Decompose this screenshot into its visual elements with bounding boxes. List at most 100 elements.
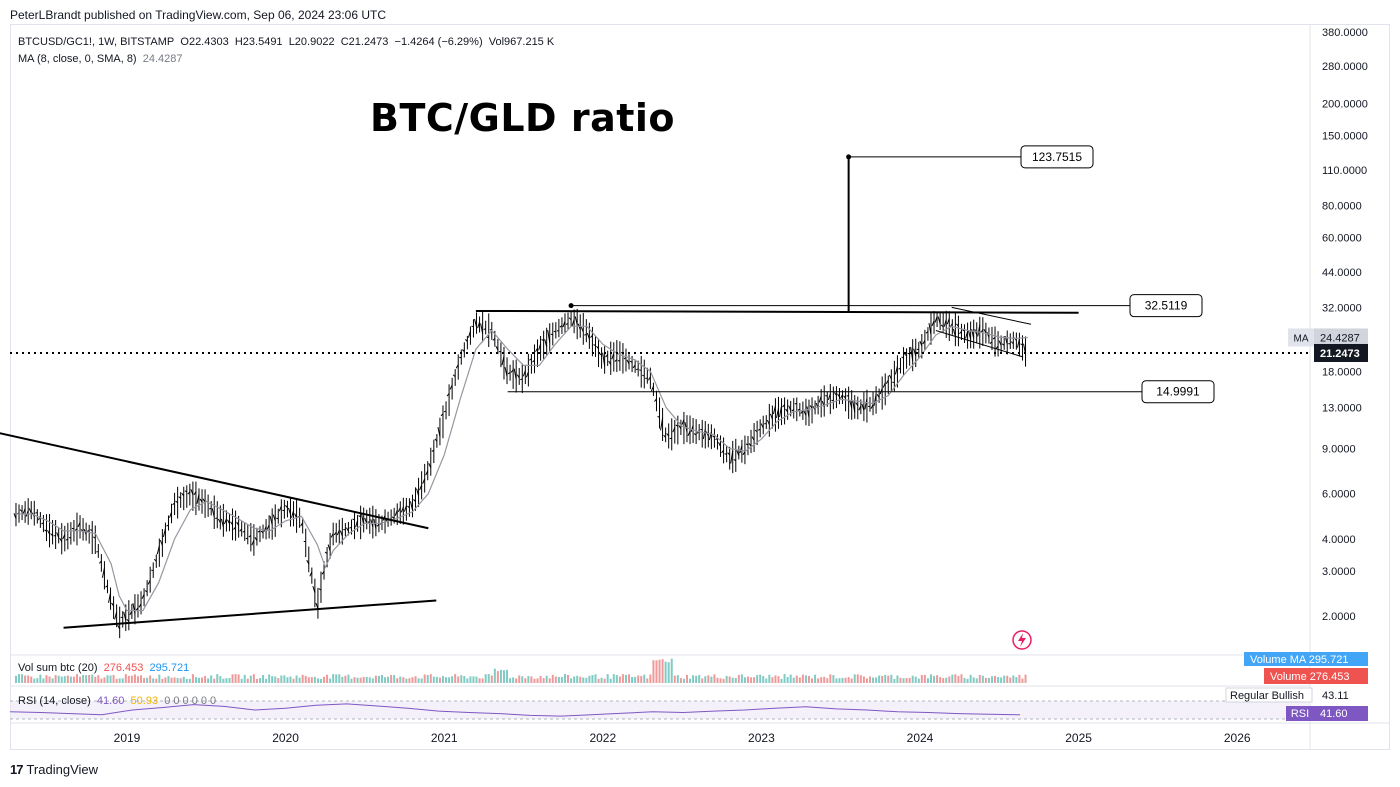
price-bar-open-tick bbox=[525, 371, 529, 378]
volume-bar bbox=[868, 676, 871, 683]
ma-value-label: 24.4287 bbox=[1320, 332, 1360, 344]
price-bar-open-tick bbox=[675, 424, 679, 427]
volume-info[interactable]: Vol sum btc (20) 276.453 295.721 bbox=[18, 662, 189, 674]
price-bar-open-tick bbox=[849, 399, 853, 409]
volume-bar bbox=[762, 676, 765, 683]
ma-info[interactable]: MA (8, close, 0, SMA, 8) 24.4287 bbox=[18, 53, 182, 65]
price-bar-open-tick bbox=[86, 530, 90, 532]
volume-bar bbox=[100, 678, 103, 683]
bolt-icon bbox=[1018, 633, 1026, 647]
volume-bar bbox=[216, 674, 219, 683]
price-bar-open-tick bbox=[913, 348, 917, 357]
volume-bar bbox=[423, 674, 426, 683]
price-bar-open-tick bbox=[888, 374, 892, 380]
tradingview-logo[interactable]: 17 TradingView bbox=[10, 762, 98, 777]
volume-bar bbox=[936, 675, 939, 683]
volume-bar bbox=[914, 676, 917, 683]
price-bar-open-tick bbox=[858, 405, 862, 411]
volume-bar bbox=[45, 675, 48, 683]
price-bar-open-tick bbox=[940, 324, 944, 328]
volume-bar bbox=[286, 677, 289, 683]
annotation-box bbox=[1020, 145, 1094, 169]
price-bar-open-tick bbox=[782, 404, 785, 408]
volume-bar bbox=[634, 676, 637, 683]
volume-bar bbox=[490, 675, 493, 683]
rsi-info[interactable]: RSI (14, close) 41.60 50.93 0 0 0 0 0 0 bbox=[18, 695, 216, 707]
volume-bar bbox=[524, 678, 527, 683]
volume-bar bbox=[631, 677, 634, 683]
ma-value: 24.4287 bbox=[142, 53, 183, 65]
volume-bar bbox=[289, 676, 292, 683]
price-bar-open-tick bbox=[584, 333, 587, 336]
y-tick-label: 60.0000 bbox=[1322, 232, 1362, 244]
price-bar-open-tick bbox=[751, 436, 755, 441]
ohlc-change: −1.4264 (−6.29%) bbox=[394, 36, 483, 48]
price-bar-open-tick bbox=[190, 489, 194, 495]
y-tick-label: 32.0000 bbox=[1322, 302, 1362, 314]
price-bar-open-tick bbox=[425, 470, 429, 476]
volume-bar bbox=[807, 676, 810, 683]
price-bar-open-tick bbox=[647, 376, 651, 381]
price-bar-open-tick bbox=[513, 368, 517, 380]
price-bar-open-tick bbox=[541, 339, 544, 342]
volume-value: 276.453 bbox=[103, 662, 144, 674]
price-bar-open-tick bbox=[516, 374, 520, 379]
volume-bar bbox=[298, 677, 301, 683]
volume-bar bbox=[69, 676, 72, 683]
x-tick-label: 2019 bbox=[114, 731, 141, 745]
price-bar-open-tick bbox=[708, 431, 712, 441]
price-bar-open-tick bbox=[105, 585, 108, 588]
volume-ma-tag-box bbox=[1244, 652, 1368, 666]
price-bar-open-tick bbox=[550, 333, 553, 336]
price-bar-open-tick bbox=[596, 345, 599, 350]
volume-bar bbox=[155, 678, 158, 683]
volume-bar bbox=[103, 677, 106, 683]
x-tick-label: 2024 bbox=[907, 731, 934, 745]
volume-bar bbox=[374, 675, 377, 683]
volume-bar bbox=[149, 675, 152, 683]
volume-bar bbox=[515, 678, 518, 683]
volume-bar bbox=[460, 675, 463, 683]
price-bar-open-tick bbox=[47, 530, 50, 535]
volume-bar bbox=[512, 677, 515, 683]
regular-bullish-box bbox=[1225, 687, 1313, 703]
volume-bar bbox=[268, 674, 271, 683]
price-bar-open-tick bbox=[568, 317, 572, 321]
volume-bar bbox=[887, 675, 890, 683]
volume-bar bbox=[231, 674, 234, 683]
volume-bar bbox=[612, 674, 615, 683]
price-bar-open-tick bbox=[352, 518, 355, 521]
price-bar-open-tick bbox=[196, 493, 200, 504]
volume-bar bbox=[173, 677, 176, 683]
volume-bar bbox=[872, 677, 875, 683]
volume-bar bbox=[536, 678, 539, 683]
symbol-info: BTCUSD/GC1!, 1W, BITSTAMP O22.4303 H23.5… bbox=[18, 36, 554, 48]
volume-bar bbox=[210, 675, 213, 683]
volume-bar bbox=[228, 678, 231, 683]
volume-bar bbox=[704, 676, 707, 683]
volume-bar bbox=[97, 675, 100, 683]
price-bar-open-tick bbox=[260, 530, 264, 534]
price-bar-open-tick bbox=[632, 364, 636, 369]
price-bar-open-tick bbox=[681, 419, 685, 425]
price-bar-open-tick bbox=[943, 319, 947, 327]
price-bar-open-tick bbox=[952, 328, 956, 337]
descending-trendline bbox=[0, 432, 429, 530]
price-bar-open-tick bbox=[242, 530, 245, 533]
symbol-name[interactable]: BTCUSD/GC1!, 1W, BITSTAMP bbox=[18, 36, 175, 48]
volume-bar bbox=[478, 678, 481, 683]
price-bar-open-tick bbox=[574, 316, 578, 325]
volume-bar bbox=[774, 675, 777, 683]
price-bar-open-tick bbox=[132, 603, 136, 614]
volume-bar bbox=[826, 678, 829, 683]
volume-bar bbox=[359, 677, 362, 683]
volume-bar bbox=[85, 675, 88, 683]
alert-bolt-icon[interactable] bbox=[1012, 630, 1032, 650]
price-bar-open-tick bbox=[702, 429, 706, 440]
volume-bar bbox=[838, 678, 841, 683]
price-bar-open-tick bbox=[101, 568, 105, 578]
volume-bar bbox=[652, 660, 655, 683]
price-bar-open-tick bbox=[114, 611, 118, 620]
volume-bar bbox=[817, 678, 820, 683]
